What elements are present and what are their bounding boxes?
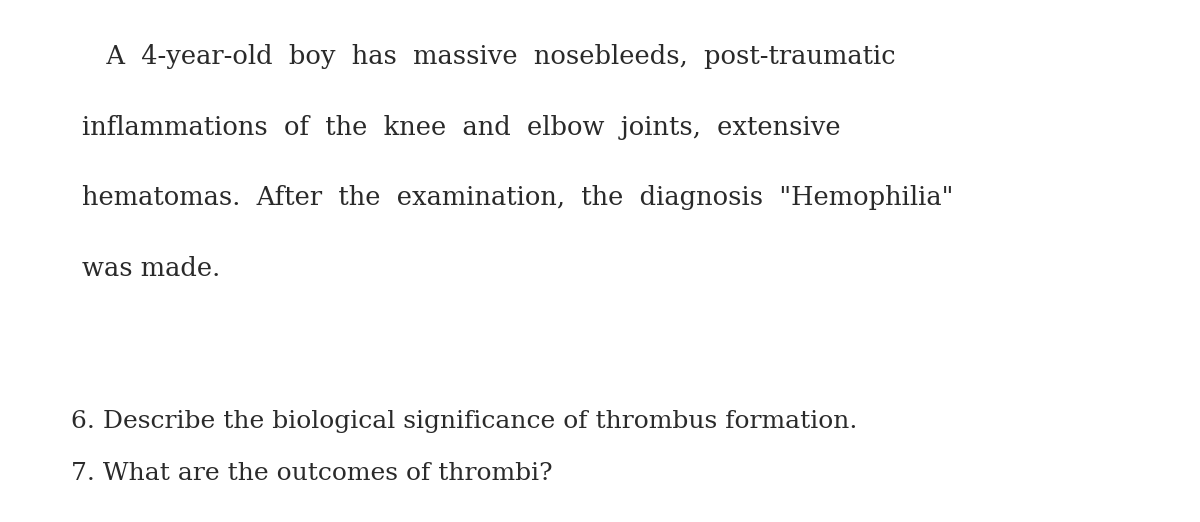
Text: A  4-year-old  boy  has  massive  nosebleeds,  post-traumatic: A 4-year-old boy has massive nosebleeds,… [82, 44, 895, 69]
Text: hematomas.  After  the  examination,  the  diagnosis  "Hemophilia": hematomas. After the examination, the di… [82, 185, 953, 210]
Text: inflammations  of  the  knee  and  elbow  joints,  extensive: inflammations of the knee and elbow join… [82, 115, 840, 140]
Text: 6. Describe the biological significance of thrombus formation.: 6. Describe the biological significance … [71, 410, 857, 433]
Text: was made.: was made. [82, 256, 220, 281]
Text: 7. What are the outcomes of thrombi?: 7. What are the outcomes of thrombi? [71, 462, 552, 485]
